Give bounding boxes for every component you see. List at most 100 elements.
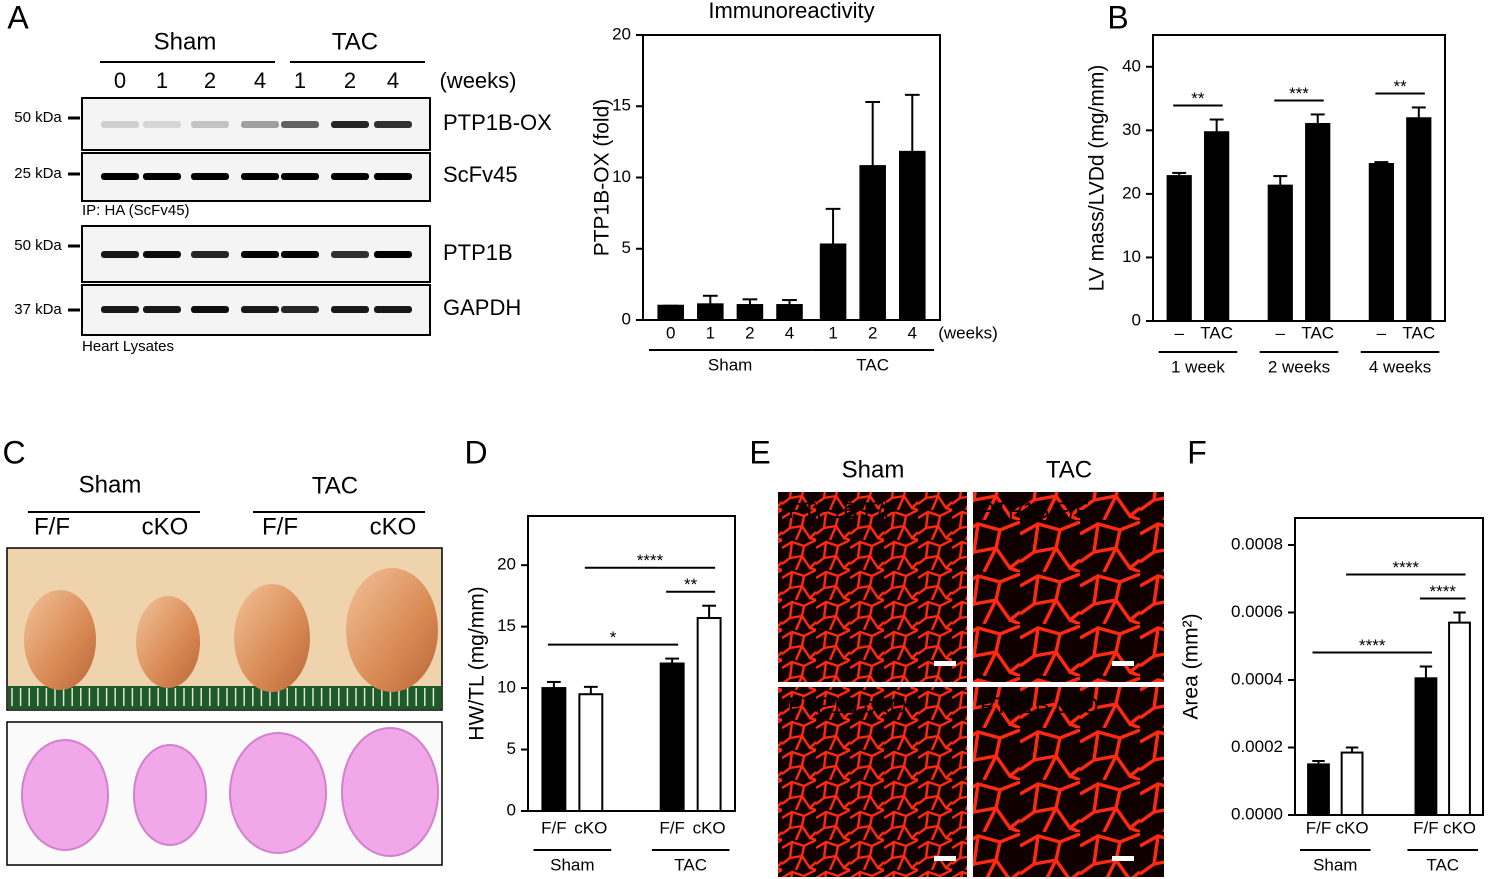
band (374, 306, 412, 313)
band (331, 306, 369, 313)
x-tick-label: – (1276, 323, 1286, 342)
y-tick-label: 15 (497, 616, 516, 635)
y-tick-label: 5 (622, 238, 631, 257)
band (101, 121, 139, 128)
significance-label: * (610, 628, 617, 647)
lane-label: 1 (294, 68, 306, 93)
y-tick-label: 20 (612, 24, 631, 43)
y-tick-label: 30 (1122, 120, 1141, 139)
band (331, 121, 369, 128)
group-label: 1 week (1171, 357, 1225, 376)
y-tick-label: 0.0008 (1231, 534, 1283, 553)
size-marker: 37 kDa (14, 301, 62, 318)
bar (899, 150, 926, 321)
band (281, 306, 319, 313)
panel-graphics (6, 97, 1164, 877)
group-label: Sham (708, 355, 752, 374)
group-label: TAC (1426, 855, 1459, 874)
image-label: PTP1B cKO (788, 693, 907, 718)
bar (697, 303, 724, 322)
lane-label: 4 (387, 68, 399, 93)
bar (1267, 184, 1293, 322)
unit-label: (weeks) (439, 68, 516, 93)
band (101, 251, 139, 258)
bar (1414, 677, 1438, 816)
group-label: Sham (1313, 855, 1357, 874)
note: IP: HA (ScFv45) (82, 202, 190, 219)
size-marker: 50 kDa (14, 109, 62, 126)
panel-letter: D (464, 434, 487, 470)
bar (1305, 122, 1331, 322)
x-tick-label: 4 (908, 323, 917, 342)
band (191, 121, 229, 128)
panel-letter: E (749, 434, 770, 470)
lane-label: 2 (344, 68, 356, 93)
x-unit-label: (weeks) (938, 323, 998, 342)
bar (1406, 117, 1432, 322)
panel-letter: F (1187, 434, 1207, 470)
row-label: ScFv45 (443, 162, 518, 187)
y-tick-label: 40 (1122, 56, 1141, 75)
panel-letter: B (1107, 0, 1128, 35)
significance-label: *** (1289, 84, 1309, 103)
y-tick-label: 0.0000 (1231, 804, 1283, 823)
significance-label: **** (637, 551, 664, 570)
group-label: 2 weeks (1268, 357, 1330, 376)
x-tick-label: cKO (1443, 818, 1476, 837)
group-label: TAC (332, 28, 378, 55)
genotype-label: cKO (142, 513, 189, 540)
lane-label: 4 (254, 68, 266, 93)
x-tick-label: 2 (745, 323, 754, 342)
y-tick-label: 15 (612, 96, 631, 115)
plot-frame (1294, 517, 1484, 816)
x-tick-label: cKO (574, 818, 607, 837)
group-label: TAC (856, 355, 889, 374)
band (241, 173, 279, 180)
y-tick-label: 20 (497, 555, 516, 574)
bar (696, 617, 722, 812)
bar (541, 687, 567, 812)
image-label: PTP1B F/F (980, 498, 1089, 523)
significance-label: **** (1393, 558, 1420, 577)
column-label: Sham (842, 456, 905, 483)
bar (659, 662, 685, 812)
band (191, 306, 229, 313)
lane-label: 2 (204, 68, 216, 93)
bar (819, 243, 847, 322)
note: Heart Lysates (82, 338, 174, 355)
band (331, 173, 369, 180)
group-label: Sham (154, 28, 217, 55)
plot-frame (527, 515, 736, 812)
band (191, 251, 229, 258)
genotype-label: F/F (262, 513, 298, 540)
x-tick-label: F/F (1306, 818, 1332, 837)
x-tick-label: 0 (666, 323, 675, 342)
y-tick-label: 0.0006 (1231, 602, 1283, 621)
band (143, 121, 181, 128)
band (281, 121, 319, 128)
group-label: Sham (550, 855, 594, 874)
y-axis-label: LV mass/LVDd (mg/mm) (1086, 65, 1109, 292)
bar (736, 304, 764, 322)
chart-title: Immunoreactivity (708, 0, 874, 23)
row-label: PTP1B (443, 240, 513, 265)
bar (1368, 163, 1394, 322)
significance-label: **** (1429, 582, 1456, 601)
group-label: 4 weeks (1369, 357, 1431, 376)
band (374, 173, 412, 180)
band (143, 251, 181, 258)
band (331, 251, 369, 258)
band (191, 173, 229, 180)
bar (1204, 131, 1230, 322)
row-label: GAPDH (443, 295, 521, 320)
bar (1307, 763, 1330, 816)
significance-label: ** (684, 575, 698, 594)
lane-label: 1 (156, 68, 168, 93)
bar (776, 304, 803, 322)
x-tick-label: TAC (1402, 323, 1435, 342)
x-tick-label: 1 (706, 323, 715, 342)
x-tick-label: 4 (785, 323, 794, 342)
band (143, 173, 181, 180)
x-tick-label: – (1377, 323, 1387, 342)
